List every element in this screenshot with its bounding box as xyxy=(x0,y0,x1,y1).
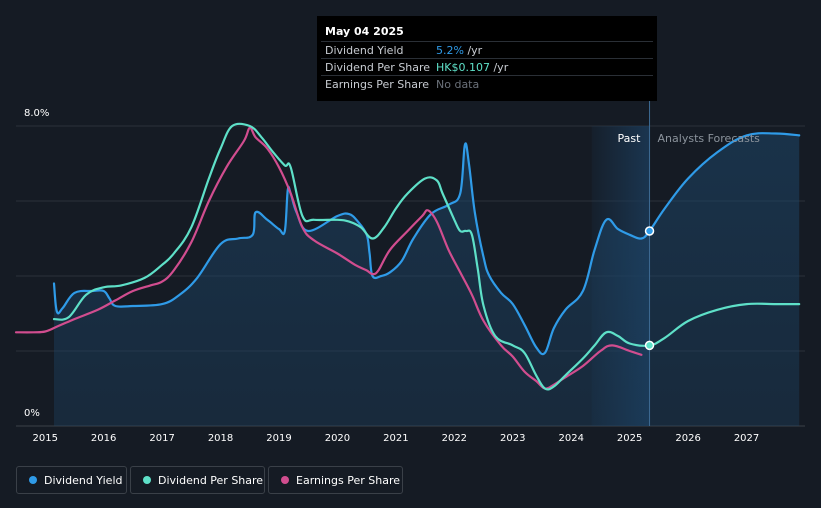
x-tick-label: 2019 xyxy=(266,433,292,444)
x-tick-label: 2024 xyxy=(558,433,584,444)
x-tick-label: 2017 xyxy=(149,433,175,444)
tooltip-value-number: No data xyxy=(436,78,480,91)
x-tick-label: 2018 xyxy=(207,433,234,444)
legend-label: Earnings Per Share xyxy=(296,473,401,487)
legend-dot-icon xyxy=(143,476,151,484)
marker-dividend-per-share xyxy=(644,340,655,351)
legend-label: Dividend Yield xyxy=(44,473,123,487)
series-area-dividend-yield xyxy=(54,133,800,426)
tooltip-value: 5.2% /yr xyxy=(436,44,482,57)
series-lines xyxy=(14,122,801,391)
legend-dividend-yield[interactable]: Dividend Yield xyxy=(16,466,127,494)
x-tick-label: 2020 xyxy=(324,433,351,444)
legend-earnings-per-share[interactable]: Earnings Per Share xyxy=(268,466,403,494)
x-tick-label: 2027 xyxy=(733,433,760,444)
series-markers xyxy=(644,226,655,351)
tooltip-date: May 04 2025 xyxy=(325,25,404,38)
marker-dividend-yield xyxy=(644,226,655,236)
x-tick-label: 2023 xyxy=(500,433,526,444)
x-tick-label: 2021 xyxy=(383,433,409,444)
legend-dividend-per-share[interactable]: Dividend Per Share xyxy=(130,466,265,494)
x-tick-label: 2022 xyxy=(441,433,468,444)
tooltip-value: HK$0.107 /yr xyxy=(436,61,508,74)
hover-tooltip: May 04 2025 Dividend Yield 5.2% /yr Divi… xyxy=(317,16,657,101)
tooltip-row-earnings-per-share: Earnings Per Share No data xyxy=(321,75,653,93)
legend-label: Dividend Per Share xyxy=(158,473,264,487)
past-region-label: Past xyxy=(617,132,641,145)
tooltip-value-number: 5.2% xyxy=(436,44,464,57)
tooltip-value: No data xyxy=(436,78,479,91)
series-areas xyxy=(54,133,800,426)
tooltip-value-number: HK$0.107 xyxy=(436,61,490,74)
x-tick-label: 2016 xyxy=(90,433,117,444)
forecast-region-label: Analysts Forecasts xyxy=(657,132,760,145)
series-line-dividend-per-share xyxy=(52,122,801,391)
x-tick-label: 2015 xyxy=(32,433,58,444)
x-tick-label: 2026 xyxy=(675,433,701,444)
legend-dot-icon xyxy=(29,476,37,484)
tooltip-label: Dividend Yield xyxy=(325,44,404,57)
tooltip-label: Earnings Per Share xyxy=(325,78,430,91)
legend-dot-icon xyxy=(281,476,289,484)
y-tick-label: 8.0% xyxy=(24,108,50,119)
tooltip-row-dividend-yield: Dividend Yield 5.2% /yr xyxy=(321,41,653,59)
tooltip-row-dividend-per-share: Dividend Per Share HK$0.107 /yr xyxy=(321,58,653,76)
x-tick-label: 2025 xyxy=(616,433,643,444)
tooltip-label: Dividend Per Share xyxy=(325,61,431,74)
y-tick-label: 0% xyxy=(24,408,40,419)
tooltip-value-unit: /yr xyxy=(489,61,509,74)
tooltip-value-unit: /yr xyxy=(463,44,483,57)
series-line-dividend-yield xyxy=(52,132,801,356)
series-line-earnings-per-share xyxy=(14,126,643,390)
